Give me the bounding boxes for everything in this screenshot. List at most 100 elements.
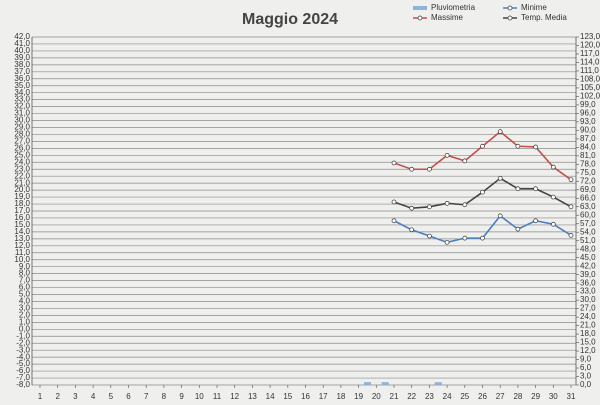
y2-tick-label: 123,0: [580, 32, 600, 41]
y-tick-label: -6,0: [16, 366, 30, 375]
point: [444, 200, 450, 206]
x-tick-label: 14: [266, 392, 275, 401]
y-tick-label: 9,0: [19, 262, 31, 271]
y2-tick-label: 63,0: [580, 202, 596, 211]
y2-tick-label: 9,0: [580, 355, 592, 364]
bar: [363, 382, 371, 385]
x-tick-label: 21: [390, 392, 399, 401]
y2-tick-label: 87,0: [580, 134, 596, 143]
point: [497, 175, 503, 181]
point: [462, 235, 468, 241]
y-tick-label: 28,0: [14, 130, 30, 139]
y2-tick-label: 108,0: [580, 75, 600, 84]
legend-label: Temp. Media: [521, 13, 567, 22]
y-tick-label: 19,0: [14, 192, 30, 201]
x-tick-label: 17: [319, 392, 328, 401]
y2-tick-label: 81,0: [580, 151, 596, 160]
y2-tick-label: 111,0: [580, 66, 599, 75]
y2-tick-label: 48,0: [580, 244, 596, 253]
point: [427, 233, 432, 239]
y2-tick-label: 51,0: [580, 236, 596, 245]
point: [480, 189, 485, 195]
y2-tick-label: 84,0: [580, 142, 596, 151]
point: [462, 158, 468, 164]
x-tick-label: 4: [91, 392, 96, 401]
y2-tick-label: 3,0: [580, 372, 592, 381]
y-tick-label: 31,0: [14, 109, 30, 118]
x-tick-label: 15: [283, 392, 292, 401]
x-tick-label: 6: [126, 392, 131, 401]
y-tick-label: 37,0: [14, 67, 30, 76]
y-tick-label: 27,0: [14, 137, 30, 146]
y-tick-label: 11,0: [15, 248, 31, 257]
y2-tick-label: 39,0: [580, 270, 596, 279]
y-tick-label: 16,0: [14, 213, 30, 222]
y2-tick-label: 36,0: [580, 278, 596, 287]
y-tick-label: 29,0: [14, 123, 30, 132]
y-tick-label: -5,0: [16, 359, 30, 368]
y2-tick-label: 60,0: [580, 210, 596, 219]
y2-tick-label: 45,0: [580, 253, 596, 262]
y-tick-label: 0,0: [19, 324, 31, 333]
point: [568, 204, 574, 210]
y-tick-label: 36,0: [14, 74, 30, 83]
point: [533, 186, 538, 192]
y2-tick-label: 57,0: [580, 219, 596, 228]
y-tick-label: -1,0: [16, 331, 30, 340]
legend-marker: [417, 15, 423, 21]
y2-tick-label: 12,0: [580, 346, 596, 355]
y2-tick-label: 24,0: [580, 312, 596, 321]
y-tick-label: 32,0: [14, 102, 30, 111]
y2-tick-label: 54,0: [580, 227, 596, 236]
legend-label: Minime: [521, 3, 547, 12]
point: [444, 152, 450, 158]
y2-tick-label: 6,0: [580, 363, 592, 372]
bar: [381, 382, 389, 385]
y2-tick-label: 93,0: [580, 117, 596, 126]
point: [550, 164, 556, 170]
y-tick-label: 34,0: [14, 88, 30, 97]
y-tick-label: 21,0: [14, 178, 30, 187]
y-tick-label: -2,0: [16, 338, 30, 347]
y2-tick-label: 75,0: [580, 168, 596, 177]
legend-swatch: [413, 6, 427, 10]
y-tick-label: 13,0: [14, 234, 30, 243]
point: [444, 239, 450, 245]
point: [480, 143, 485, 149]
x-tick-label: 16: [301, 392, 310, 401]
legend-marker: [507, 15, 513, 21]
y-tick-label: 42,0: [14, 32, 30, 41]
y-tick-label: 10,0: [14, 255, 30, 264]
y-tick-label: 38,0: [14, 60, 30, 69]
point: [462, 202, 468, 208]
point: [409, 205, 415, 211]
y-tick-label: 24,0: [14, 157, 30, 166]
y-tick-label: 6,0: [19, 283, 31, 292]
point: [480, 235, 485, 241]
point: [515, 143, 521, 149]
point: [515, 186, 521, 192]
x-tick-label: 29: [531, 392, 540, 401]
point: [409, 166, 415, 172]
x-tick-label: 25: [460, 392, 469, 401]
x-tick-label: 2: [55, 392, 60, 401]
y2-tick-label: 15,0: [580, 338, 596, 347]
y2-tick-label: 21,0: [580, 321, 596, 330]
y-tick-label: 2,0: [19, 311, 31, 320]
y-tick-label: -8,0: [16, 380, 30, 389]
y-tick-label: 20,0: [14, 185, 30, 194]
y-tick-label: 3,0: [19, 304, 31, 313]
point: [391, 199, 397, 205]
y2-tick-label: 27,0: [580, 304, 596, 313]
y2-tick-label: 117,0: [580, 49, 600, 58]
y2-tick-label: 72,0: [580, 176, 596, 185]
point: [427, 204, 432, 210]
legend-label: Pluviometria: [431, 3, 476, 12]
y2-tick-label: 66,0: [580, 193, 596, 202]
x-tick-label: 20: [372, 392, 381, 401]
y2-tick-label: 42,0: [580, 261, 596, 270]
y-tick-label: 4,0: [19, 297, 31, 306]
